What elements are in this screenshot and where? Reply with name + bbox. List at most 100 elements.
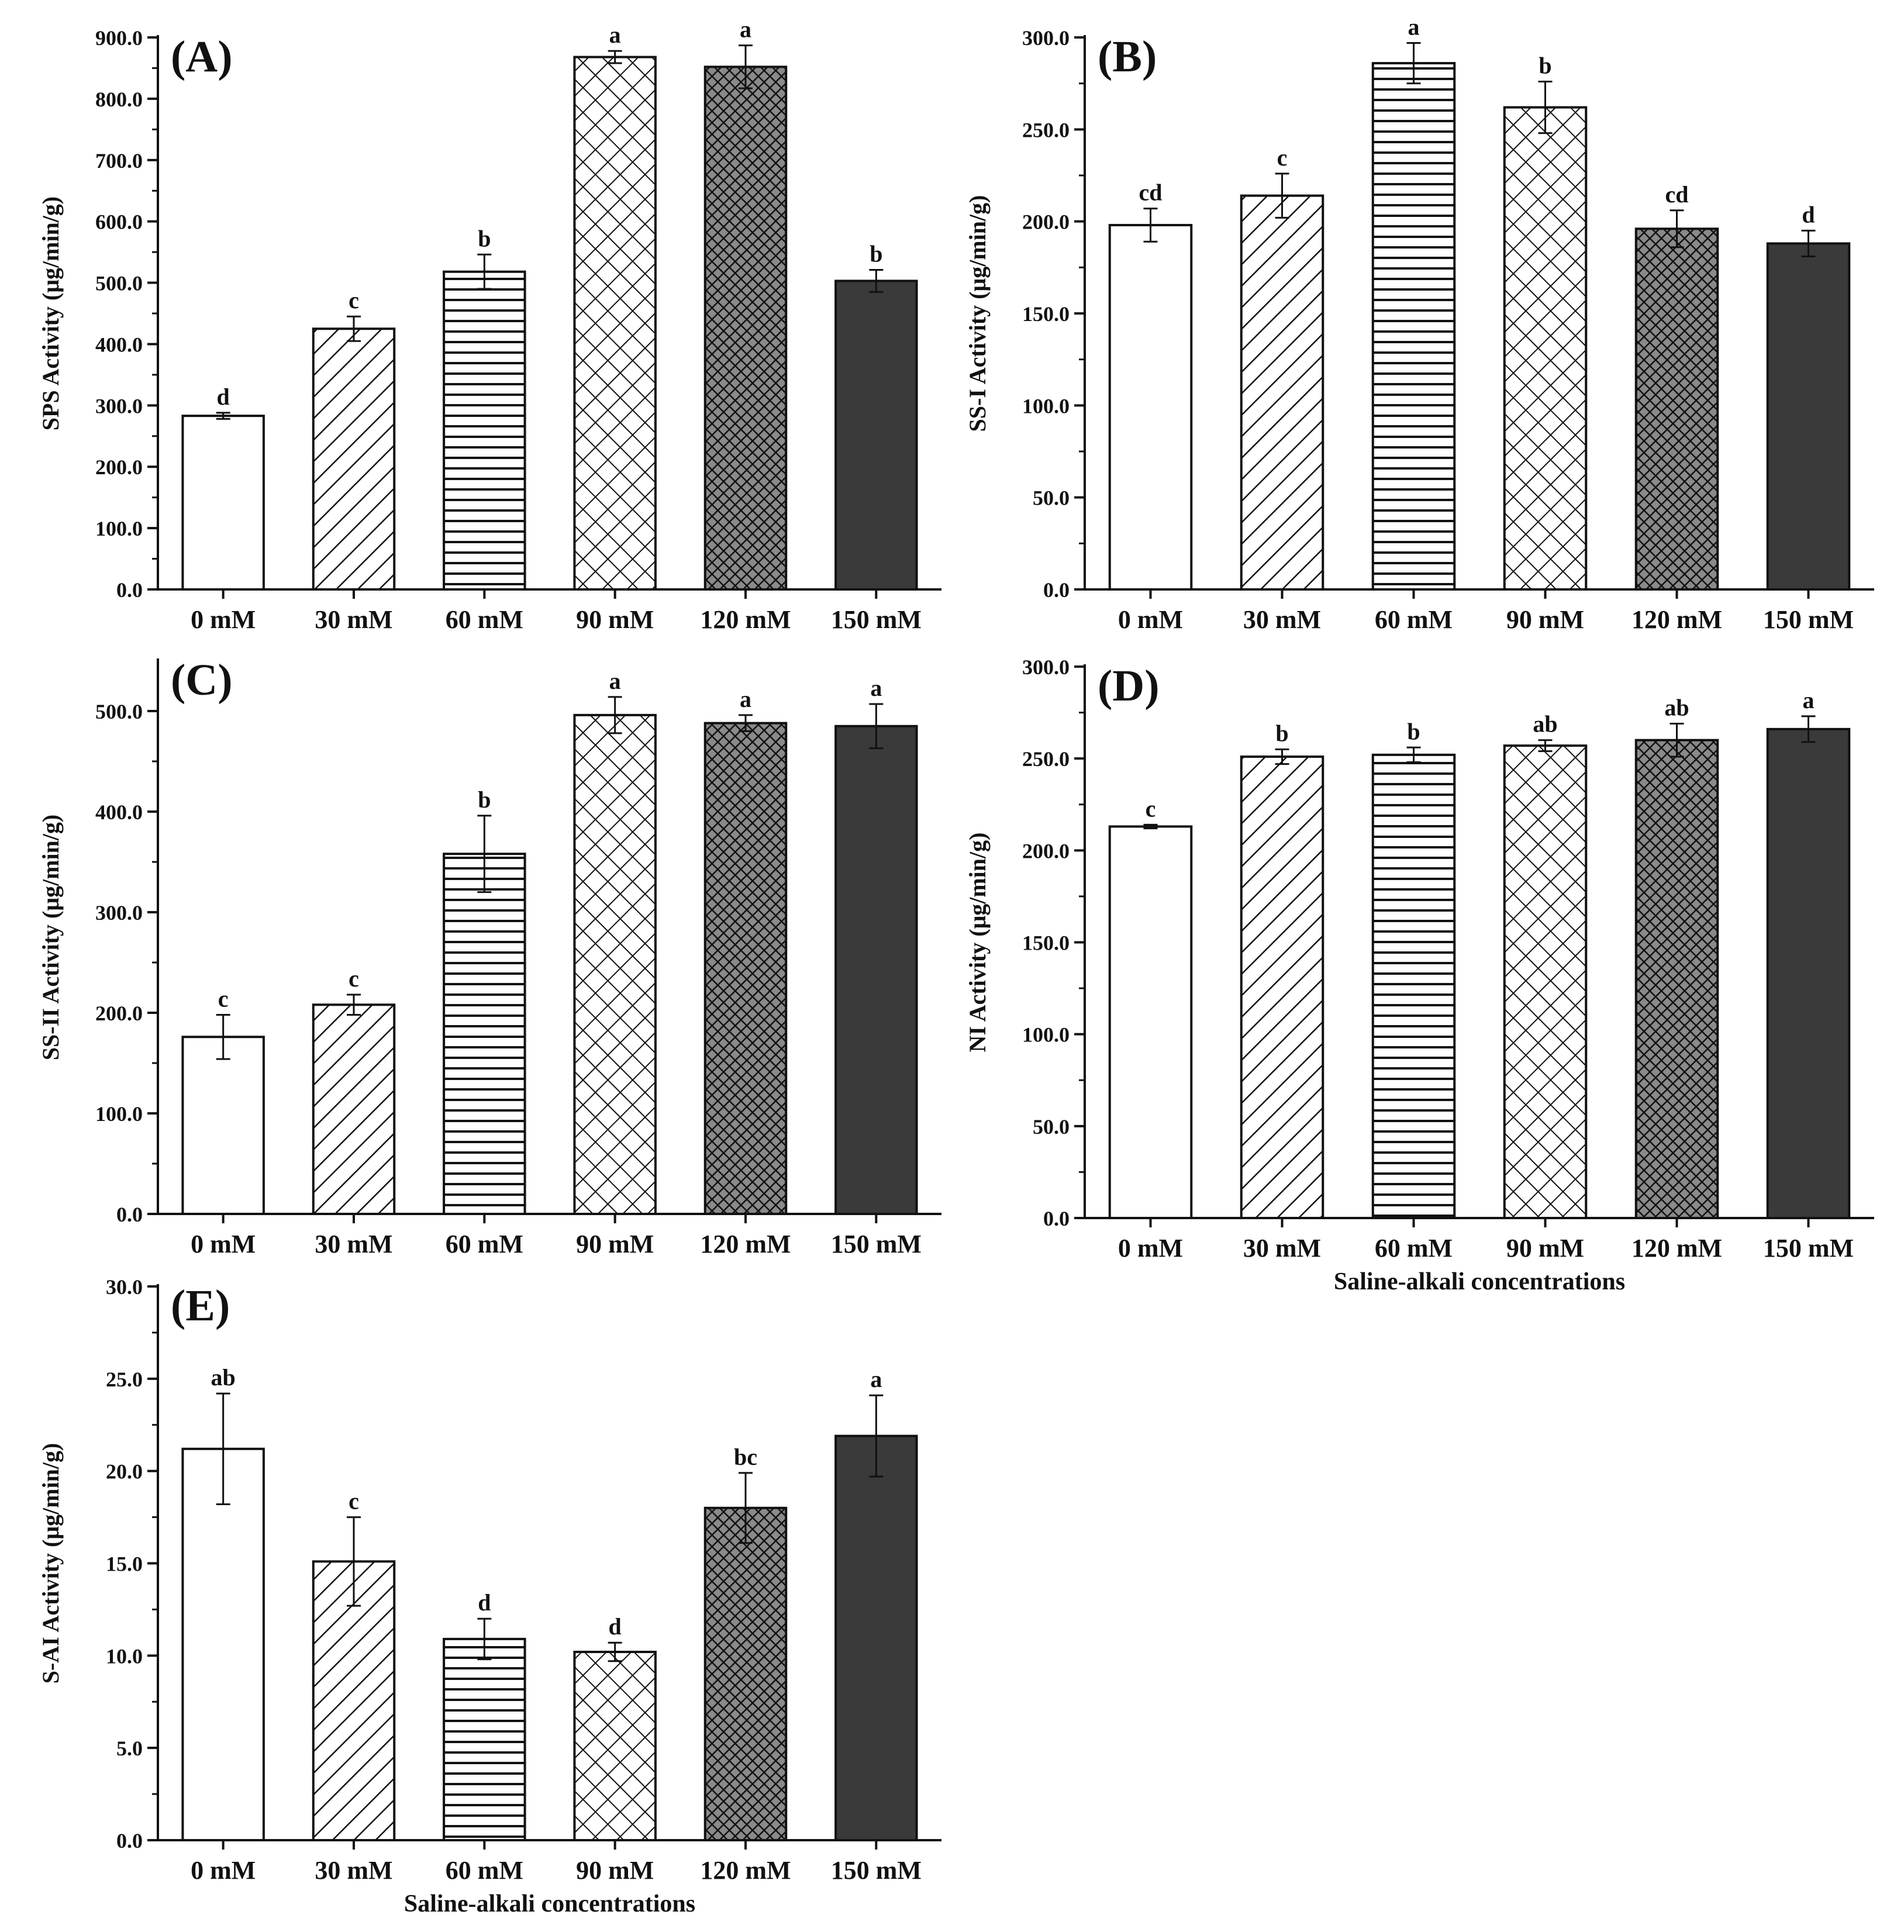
x-tick-label: 90 mM bbox=[1506, 605, 1584, 634]
significance-letter: c bbox=[1277, 144, 1288, 171]
y-tick-label: 200.0 bbox=[1022, 839, 1070, 862]
x-axis-title: Saline-alkali concentrations bbox=[404, 1890, 695, 1917]
panel-label: (E) bbox=[171, 1281, 230, 1330]
y-tick-label: 100.0 bbox=[95, 1102, 143, 1126]
significance-letter: d bbox=[478, 1589, 491, 1616]
x-tick-label: 90 mM bbox=[1506, 1234, 1584, 1262]
significance-letter: c bbox=[1146, 795, 1156, 822]
y-tick-label: 500.0 bbox=[95, 272, 143, 295]
bar bbox=[1634, 227, 1719, 591]
significance-letter: b bbox=[1539, 53, 1551, 79]
bar bbox=[181, 415, 265, 591]
y-tick-label: 200.0 bbox=[95, 456, 143, 479]
y-tick-label: 800.0 bbox=[95, 88, 143, 111]
significance-letter: a bbox=[609, 22, 621, 48]
significance-letter: ab bbox=[1533, 711, 1557, 737]
y-tick-label: 400.0 bbox=[95, 801, 143, 824]
bar bbox=[834, 280, 918, 591]
x-tick-label: 30 mM bbox=[315, 605, 392, 634]
y-tick-label: 150.0 bbox=[1022, 932, 1070, 955]
bar bbox=[1240, 755, 1324, 1219]
significance-letter: d bbox=[609, 1613, 622, 1640]
x-tick-label: 0 mM bbox=[191, 1856, 256, 1885]
panel-c: 0.0 100.0 200.0 300.0 400.0 500.0 SS-II Activi… bbox=[37, 656, 941, 1258]
significance-letter: c bbox=[349, 287, 359, 313]
y-tick-label: 300.0 bbox=[95, 394, 143, 418]
x-tick-label: 150 mM bbox=[1763, 1234, 1854, 1262]
bar bbox=[834, 724, 918, 1216]
x-tick-label: 60 mM bbox=[1375, 605, 1453, 634]
bar bbox=[573, 56, 657, 591]
x-axis-title: Saline-alkali concentrations bbox=[1334, 1268, 1625, 1295]
bar bbox=[1240, 194, 1324, 591]
y-tick-label: 0.0 bbox=[1043, 578, 1070, 602]
bar bbox=[1634, 739, 1719, 1219]
bar bbox=[1766, 242, 1851, 591]
x-tick-label: 0 mM bbox=[1118, 1234, 1183, 1262]
bar bbox=[181, 1036, 265, 1216]
significance-letter: cd bbox=[1139, 180, 1163, 206]
bar bbox=[443, 270, 526, 591]
x-tick-label: 150 mM bbox=[1763, 605, 1854, 634]
y-tick-label: 300.0 bbox=[1022, 656, 1070, 679]
x-tick-label: 120 mM bbox=[700, 1856, 791, 1885]
bar bbox=[703, 65, 788, 591]
panel-e: 0.0 5.0 10.0 15.0 20.0 25.0 30.0 S-AI Activity … bbox=[37, 1275, 941, 1917]
significance-letter: ab bbox=[211, 1364, 236, 1391]
y-tick-label: 100.0 bbox=[1022, 1023, 1070, 1047]
x-tick-label: 0 mM bbox=[1118, 605, 1183, 634]
y-axis-title: SS-II Activity (μg/min/g) bbox=[37, 815, 64, 1060]
y-tick-label: 500.0 bbox=[95, 700, 143, 723]
bar bbox=[703, 1506, 788, 1842]
y-tick-label: 600.0 bbox=[95, 211, 143, 234]
significance-letter: a bbox=[740, 686, 751, 712]
y-tick-label: 50.0 bbox=[1033, 1115, 1070, 1138]
significance-letter: b bbox=[1407, 718, 1420, 744]
x-tick-label: 120 mM bbox=[1631, 1234, 1722, 1262]
bar bbox=[703, 722, 788, 1215]
panel-label: (D) bbox=[1098, 661, 1160, 710]
x-tick-label: 30 mM bbox=[1243, 1234, 1321, 1262]
y-axis-title: S-AI Activity (μg/min/g) bbox=[37, 1443, 64, 1684]
x-tick-label: 60 mM bbox=[446, 1856, 523, 1885]
x-tick-label: 120 mM bbox=[700, 605, 791, 634]
significance-letter: b bbox=[478, 225, 491, 251]
y-tick-label: 20.0 bbox=[106, 1460, 143, 1484]
bar bbox=[834, 1434, 918, 1841]
panel-label: (B) bbox=[1098, 32, 1157, 81]
bar bbox=[1503, 744, 1588, 1219]
y-tick-label: 10.0 bbox=[106, 1644, 143, 1668]
y-tick-label: 15.0 bbox=[106, 1552, 143, 1576]
x-tick-label: 0 mM bbox=[191, 1230, 256, 1258]
y-axis-title: SS-I Activity (μg/min/g) bbox=[964, 195, 991, 432]
panel-label: (A) bbox=[171, 32, 233, 81]
y-axis-title: SPS Activity (μg/min/g) bbox=[37, 196, 64, 430]
y-tick-label: 300.0 bbox=[1022, 26, 1070, 50]
x-tick-label: 60 mM bbox=[446, 1230, 523, 1258]
y-tick-label: 250.0 bbox=[1022, 118, 1070, 142]
y-tick-label: 0.0 bbox=[116, 1203, 143, 1226]
bar bbox=[1371, 62, 1456, 591]
y-tick-label: 5.0 bbox=[116, 1737, 143, 1760]
y-tick-label: 200.0 bbox=[95, 1002, 143, 1025]
significance-letter: b bbox=[870, 241, 882, 267]
y-tick-label: 100.0 bbox=[95, 517, 143, 540]
x-tick-label: 30 mM bbox=[315, 1230, 392, 1258]
significance-letter: b bbox=[1275, 720, 1288, 746]
significance-letter: cd bbox=[1665, 181, 1689, 208]
significance-letter: d bbox=[1802, 201, 1815, 227]
significance-letter: a bbox=[1408, 13, 1420, 40]
bar bbox=[1503, 106, 1588, 591]
x-tick-label: 150 mM bbox=[831, 1856, 922, 1885]
significance-letter: a bbox=[870, 675, 882, 701]
x-tick-label: 30 mM bbox=[1243, 605, 1321, 634]
y-tick-label: 900.0 bbox=[95, 26, 143, 50]
bar bbox=[1371, 753, 1456, 1219]
y-tick-label: 700.0 bbox=[95, 149, 143, 172]
y-tick-label: 30.0 bbox=[106, 1275, 143, 1299]
significance-letter: c bbox=[349, 965, 359, 992]
y-tick-label: 400.0 bbox=[95, 333, 143, 356]
x-tick-label: 90 mM bbox=[576, 605, 654, 634]
x-tick-label: 60 mM bbox=[446, 605, 523, 634]
